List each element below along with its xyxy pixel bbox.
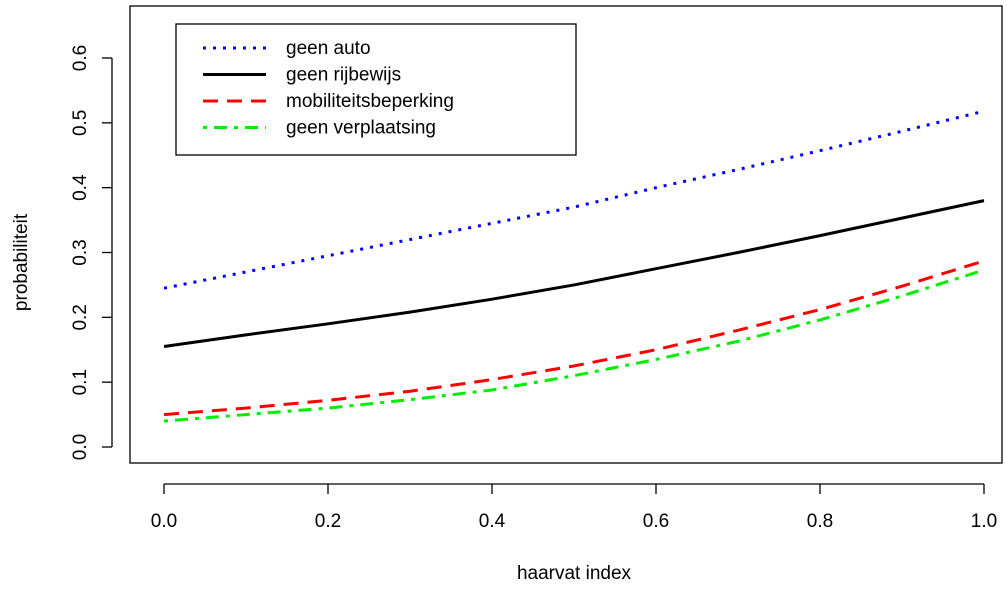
y-tick-label: 0.4 (70, 174, 91, 201)
y-tick-label: 0.2 (70, 304, 91, 330)
legend-box (175, 23, 577, 156)
plot-frame (129, 5, 1003, 464)
y-tick-label: 0.1 (70, 369, 91, 395)
x-tick-label: 0.6 (643, 511, 669, 532)
legend-label-1: geen auto (286, 38, 371, 59)
x-tick-label: 0.4 (479, 511, 506, 532)
legend-label-4: geen verplaatsing (286, 118, 436, 139)
series-line-4 (163, 268, 985, 423)
series-line-3 (163, 259, 985, 417)
x-axis-label: haarvat index (517, 563, 632, 584)
series-line-2 (163, 199, 985, 348)
x-tick-label: 0.8 (807, 511, 833, 532)
legend-label-2: geen rijbewijs (286, 65, 401, 86)
x-tick-label: 0.0 (151, 511, 177, 532)
legend-label-3: mobiliteitsbeperking (286, 91, 454, 112)
y-axis-label: probabiliteit (11, 213, 32, 311)
y-tick-label: 0.5 (70, 110, 91, 136)
x-tick-label: 1.0 (971, 511, 997, 532)
y-tick-label: 0.6 (70, 45, 91, 71)
y-tick-label: 0.3 (70, 239, 91, 265)
x-tick-label: 0.2 (315, 511, 341, 532)
y-tick-label: 0.0 (70, 434, 91, 460)
